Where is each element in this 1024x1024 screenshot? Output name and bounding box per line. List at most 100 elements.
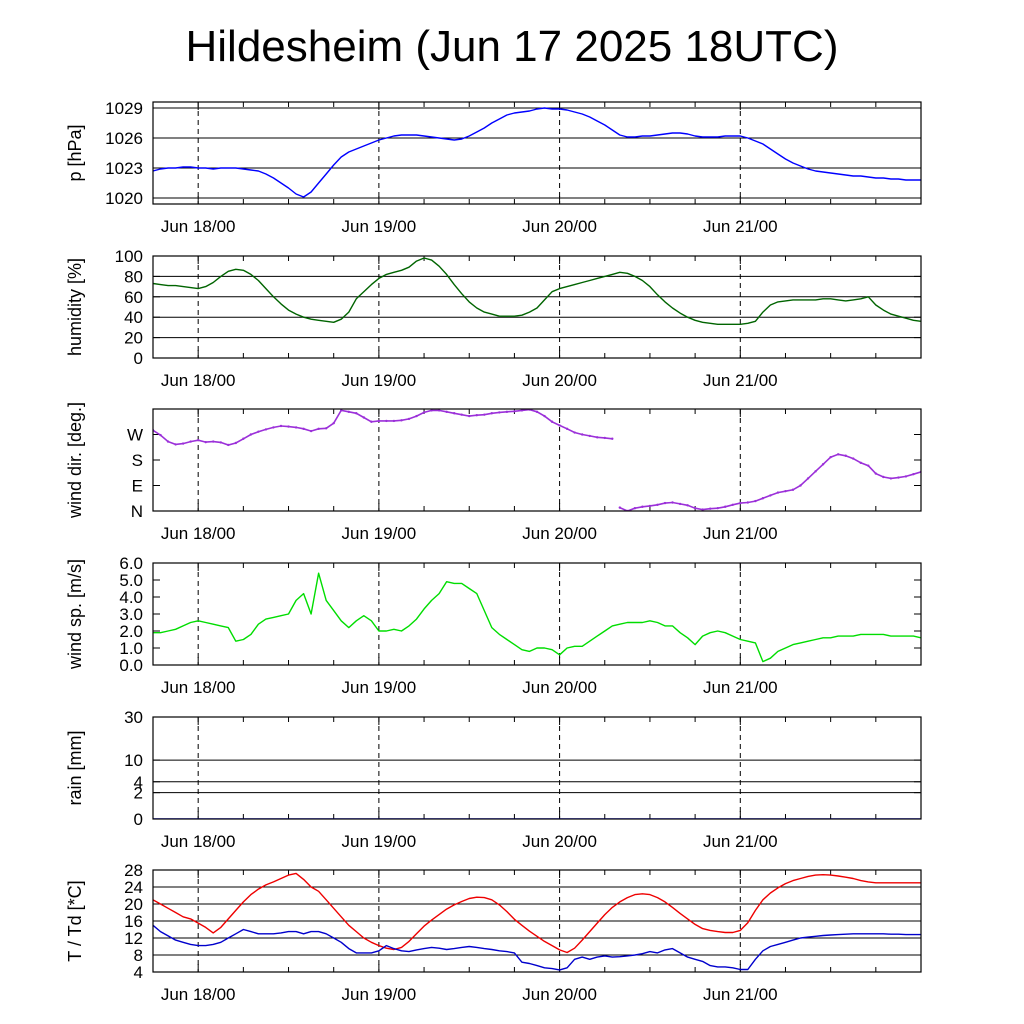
- humidity-y-tick-label: 80: [124, 267, 143, 286]
- wind-direction-point: [724, 505, 727, 508]
- wind-direction-point: [535, 410, 539, 414]
- pressure-y-tick-label: 1026: [105, 129, 143, 148]
- wind-direction-point: [219, 441, 222, 444]
- wind-direction-point: [859, 461, 862, 465]
- pressure-y-axis-label: p [hPa]: [65, 124, 85, 181]
- temperature-x-tick-label: Jun 19/00: [342, 985, 417, 1004]
- wind-direction-point: [362, 416, 366, 419]
- rain-y-tick-label: 0: [134, 810, 143, 829]
- wind-direction-point: [558, 424, 561, 427]
- wind-direction-x-tick-label: Jun 21/00: [703, 524, 778, 543]
- rain-y-tick-label: 10: [124, 751, 143, 770]
- wind-direction-point: [475, 414, 478, 417]
- wind-direction-point: [874, 472, 878, 475]
- rain-x-tick-label: Jun 21/00: [703, 832, 778, 851]
- humidity-x-tick-label: Jun 21/00: [703, 371, 778, 390]
- rain-panel: 0 24 10 30 rain [mm] Jun 18/00 Jun 19/00 Jun 20…: [65, 708, 922, 851]
- temperature-y-tick-label: 28: [124, 861, 143, 880]
- wind-direction-point: [264, 428, 268, 431]
- humidity-y-tick-label: 40: [124, 308, 143, 327]
- wind-direction-point: [821, 463, 825, 466]
- wind-direction-x-tick-label: Jun 18/00: [161, 524, 236, 543]
- humidity-frame: [152, 255, 922, 359]
- wind-direction-point: [309, 429, 313, 433]
- pressure-x-tick-label: Jun 18/00: [161, 217, 236, 236]
- wind-direction-point: [483, 413, 486, 416]
- humidity-x-tick-label: Jun 19/00: [342, 371, 417, 390]
- pressure-y-tick-label: 1029: [105, 99, 143, 118]
- wind-direction-point: [641, 505, 644, 508]
- wind-direction-point: [573, 431, 576, 434]
- wind-direction-point: [279, 424, 283, 428]
- wind-speed-x-tick-label: Jun 21/00: [703, 678, 778, 697]
- humidity-x-tick-label: Jun 20/00: [522, 371, 597, 390]
- wind-direction-point: [701, 508, 704, 511]
- temperature-series-line: [153, 924, 921, 971]
- pressure-x-tick-label: Jun 21/00: [703, 217, 778, 236]
- rain-frame: [152, 716, 922, 820]
- wind-direction-point: [588, 434, 591, 438]
- wind-speed-y-tick-label: 5.0: [119, 571, 143, 590]
- wind-direction-point: [242, 437, 245, 440]
- wind-direction-point: [580, 433, 584, 436]
- wind-direction-point: [340, 409, 343, 412]
- wind-direction-point: [520, 409, 524, 412]
- wind-direction-point: [693, 506, 697, 510]
- wind-direction-point: [543, 414, 546, 418]
- wind-direction-y-tick-label: N: [131, 502, 143, 521]
- wind-direction-point: [648, 504, 652, 508]
- temperature-y-tick-label: 20: [124, 895, 143, 914]
- wind-direction-point: [708, 507, 712, 510]
- wind-direction-point: [596, 436, 599, 439]
- wind-direction-point: [430, 409, 433, 412]
- wind-direction-point: [272, 426, 275, 429]
- wind-direction-y-axis-label: wind dir. [deg.]: [65, 402, 85, 519]
- wind-speed-series-line: [153, 572, 921, 663]
- wind-direction-point: [867, 464, 870, 467]
- humidity-y-tick-label: 60: [124, 288, 143, 307]
- wind-direction-point: [347, 410, 350, 414]
- wind-direction-frame: [152, 408, 922, 512]
- wind-direction-point: [671, 501, 674, 504]
- wind-direction-y-tick-label: S: [132, 451, 143, 470]
- wind-direction-point: [355, 412, 358, 415]
- wind-speed-y-tick-label: 0.0: [119, 656, 143, 675]
- wind-direction-point: [332, 421, 335, 425]
- temperature-y-tick-label: 24: [124, 878, 143, 897]
- wind-direction-point: [633, 506, 637, 510]
- wind-direction-line-segment: [153, 409, 613, 446]
- wind-direction-point: [415, 414, 418, 418]
- wind-speed-y-tick-label: 6.0: [119, 554, 143, 573]
- rain-x-tick-label: Jun 18/00: [161, 832, 236, 851]
- wind-direction-point: [422, 411, 426, 414]
- wind-direction-point: [550, 420, 554, 423]
- wind-direction-y-tick-label: E: [132, 477, 143, 496]
- temperature-y-tick-label: 4: [134, 963, 143, 982]
- wind-direction-point: [844, 454, 847, 457]
- wind-direction-point: [814, 470, 817, 473]
- wind-direction-point: [445, 410, 448, 414]
- wind-direction-point: [829, 455, 832, 459]
- wind-speed-y-tick-label: 3.0: [119, 605, 143, 624]
- wind-direction-point: [618, 506, 622, 509]
- wind-direction-point: [392, 419, 396, 423]
- wind-direction-point: [189, 440, 192, 443]
- pressure-x-tick-label: Jun 20/00: [522, 217, 597, 236]
- wind-direction-point: [174, 443, 177, 446]
- temperature-x-tick-label: Jun 20/00: [522, 985, 597, 1004]
- wind-direction-point: [603, 436, 606, 440]
- wind-direction-point: [912, 472, 915, 476]
- wind-direction-point: [565, 427, 569, 431]
- wind-direction-point: [889, 477, 893, 480]
- rain-y-axis-label: rain [mm]: [65, 730, 85, 805]
- wind-speed-y-tick-label: 4.0: [119, 588, 143, 607]
- pressure-x-tick-label: Jun 19/00: [342, 217, 417, 236]
- wind-direction-point: [490, 412, 494, 415]
- wind-direction-point: [234, 441, 238, 445]
- wind-speed-x-tick-label: Jun 18/00: [161, 678, 236, 697]
- wind-direction-point: [791, 488, 795, 491]
- wind-direction-point: [377, 419, 381, 423]
- wind-direction-point: [776, 491, 780, 494]
- wind-direction-point: [806, 477, 810, 480]
- wind-direction-point: [686, 504, 689, 507]
